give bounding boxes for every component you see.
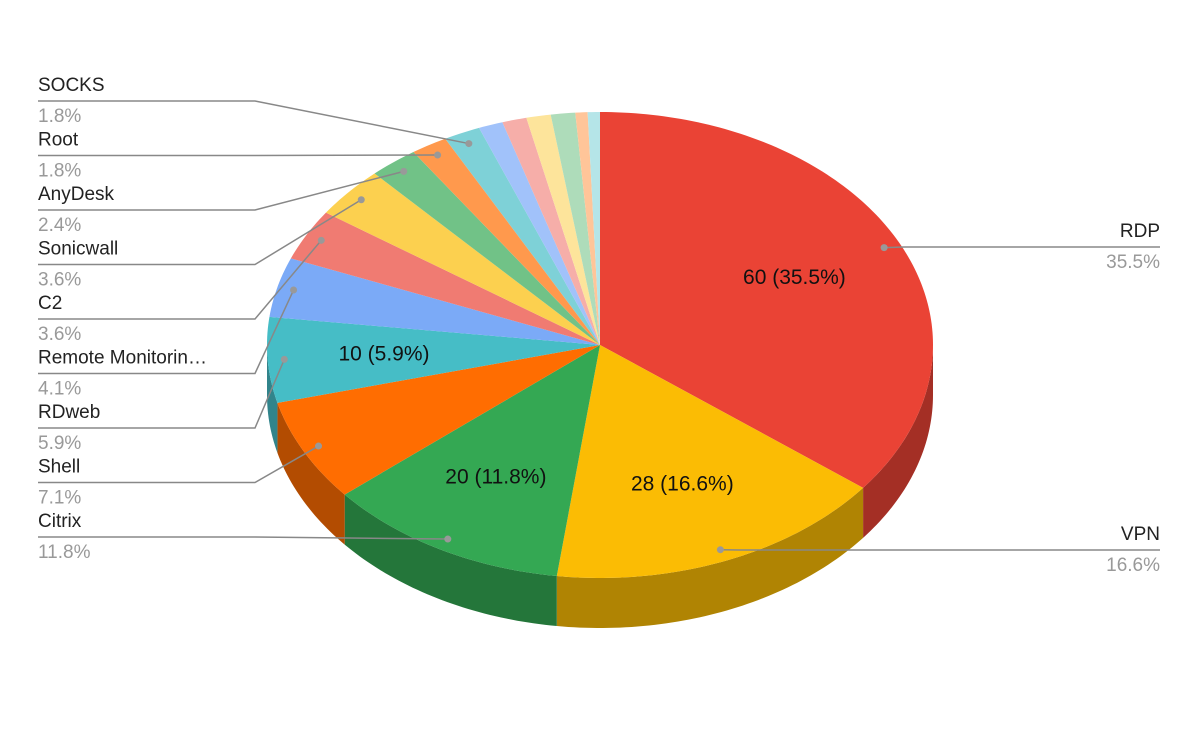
slice (445, 127, 600, 345)
slice-side (277, 402, 345, 545)
slice (550, 112, 600, 345)
slice-label: 20 (11.8%) (445, 465, 546, 488)
slice-side (863, 345, 933, 538)
slice (479, 122, 600, 345)
label-marker (400, 167, 408, 175)
label-marker (317, 236, 325, 244)
label-marker (290, 286, 298, 294)
slice (269, 258, 600, 345)
legend-name: Shell (38, 457, 80, 478)
label-marker (444, 535, 452, 543)
legend-percent: 7.1% (38, 488, 81, 509)
label-marker (465, 140, 473, 148)
slice (325, 173, 600, 345)
legend-name: Citrix (38, 511, 82, 532)
legend-name: RDweb (38, 402, 100, 423)
legend-percent: 3.6% (38, 270, 81, 291)
legend-percent: 11.8% (38, 542, 91, 563)
slice (556, 345, 864, 578)
label-marker (434, 151, 442, 159)
label-marker (280, 355, 288, 363)
slice-side (344, 494, 557, 627)
leader-line (38, 359, 286, 429)
legend-percent: 1.8% (38, 106, 81, 127)
legend-percent: 3.6% (38, 324, 81, 345)
label-marker (880, 244, 888, 252)
slice-label: 60 (35.5%) (743, 266, 846, 289)
legend-name: VPN (1121, 524, 1160, 545)
legend-percent: 2.4% (38, 215, 81, 236)
slice (277, 345, 600, 495)
leader-line (38, 239, 322, 320)
legend-percent: 35.5% (1106, 252, 1160, 273)
leader-line (884, 246, 1160, 249)
slice (413, 138, 600, 345)
slice (344, 345, 600, 577)
slice (267, 316, 600, 403)
legend-percent: 16.6% (1106, 555, 1160, 576)
leader-line (38, 445, 319, 484)
leader-line (38, 289, 295, 375)
legend-name: Remote Monitorin… (38, 348, 207, 369)
legend-name: C2 (38, 293, 62, 314)
slice-label: 10 (5.9%) (338, 342, 429, 365)
legend-percent: 4.1% (38, 379, 81, 400)
legend-name: SOCKS (38, 75, 105, 96)
slice (575, 112, 600, 345)
label-marker (716, 546, 724, 554)
legend-name: RDP (1120, 221, 1160, 242)
slice (502, 117, 600, 345)
leader-line (38, 170, 404, 211)
legend-name: Root (38, 130, 79, 151)
leader-line (38, 100, 469, 145)
legend-percent: 5.9% (38, 433, 81, 454)
legend-name: Sonicwall (38, 239, 118, 260)
leader-line (38, 536, 448, 540)
legend-name: AnyDesk (38, 184, 115, 205)
slice (600, 112, 933, 488)
label-marker (315, 442, 323, 450)
slice (290, 212, 600, 345)
slice (374, 152, 600, 345)
slice-label: 28 (16.6%) (631, 473, 734, 496)
legend-percent: 1.8% (38, 161, 81, 182)
slice (587, 112, 600, 345)
slice-side (267, 345, 278, 453)
slice (526, 114, 600, 345)
label-marker (357, 196, 365, 204)
leader-line (38, 199, 362, 266)
slice-side (556, 487, 864, 628)
